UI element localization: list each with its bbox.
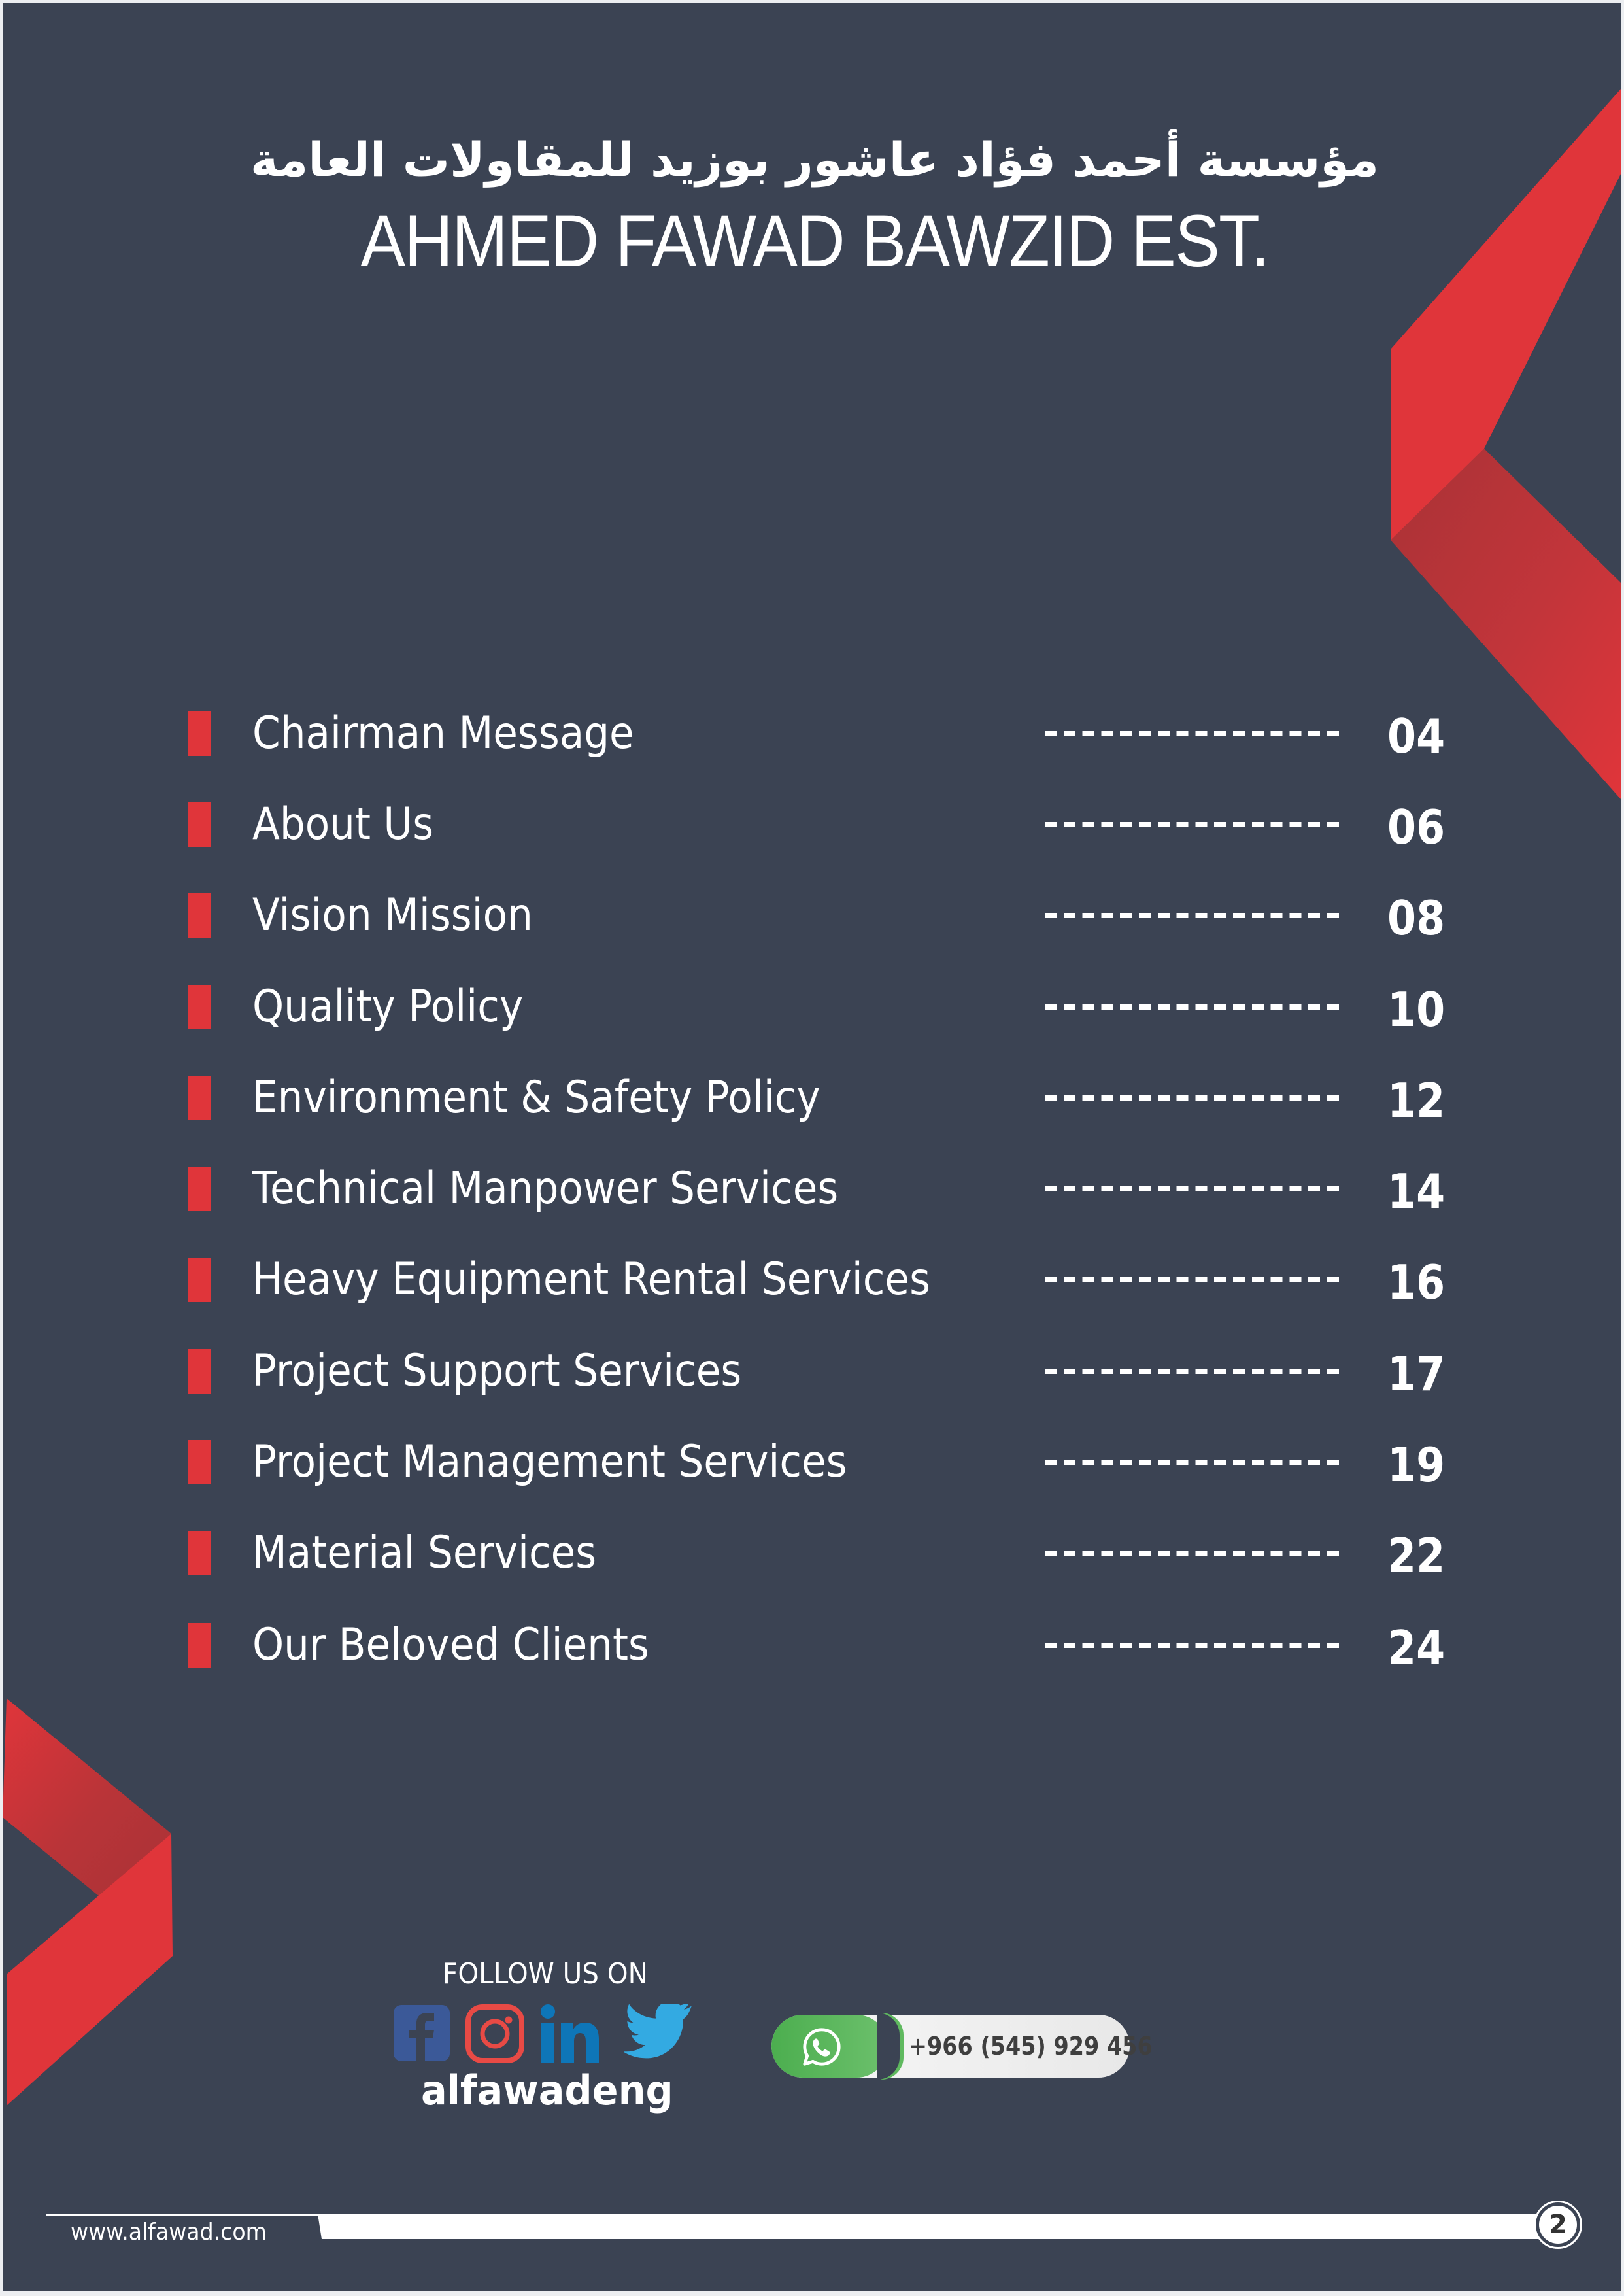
- bullet-bar: [188, 711, 211, 756]
- toc-item-label: Project Support Services: [252, 1345, 742, 1397]
- bullet-bar: [188, 893, 211, 938]
- bullet-bar: [188, 1349, 211, 1394]
- toc-item-heavy-equipment-rental-services[interactable]: Heavy Equipment Rental Services 16: [3, 1247, 1621, 1312]
- facebook-icon[interactable]: [392, 2004, 451, 2064]
- bullet-bar: [188, 1076, 211, 1120]
- ribbon-decoration-top-right: [1391, 89, 1621, 799]
- toc-item-page-number: 12: [1387, 1073, 1446, 1128]
- dashed-leader: [1045, 1643, 1344, 1648]
- toc-page: مؤسسة أحمد فؤاد عاشور بوزيد للمقاولات ال…: [3, 3, 1621, 2291]
- toc-item-page-number: 22: [1387, 1528, 1446, 1583]
- toc-item-label: Project Management Services: [252, 1436, 847, 1488]
- toc-item-chairman-message[interactable]: Chairman Message 04: [3, 701, 1621, 766]
- toc-item-label: Technical Manpower Services: [252, 1163, 839, 1214]
- company-name-english: AHMED FAWAD BAWZID EST.: [360, 200, 1270, 282]
- pill-separator: [877, 2013, 900, 2080]
- toc-item-about-us[interactable]: About Us 06: [3, 792, 1621, 857]
- toc-item-label: Quality Policy: [252, 981, 524, 1033]
- toc-item-material-services[interactable]: Material Services 22: [3, 1520, 1621, 1586]
- twitter-icon[interactable]: [624, 2004, 692, 2064]
- toc-item-project-support-services[interactable]: Project Support Services 17: [3, 1339, 1621, 1404]
- dashed-leader: [1045, 1369, 1344, 1374]
- toc-item-page-number: 08: [1387, 891, 1446, 946]
- toc-item-our-beloved-clients[interactable]: Our Beloved Clients 24: [3, 1613, 1621, 1678]
- toc-item-page-number: 10: [1387, 982, 1446, 1037]
- toc-item-label: Environment & Safety Policy: [252, 1072, 820, 1123]
- dashed-leader: [1045, 1277, 1344, 1282]
- website-link[interactable]: www.alfawad.com: [71, 2219, 267, 2246]
- dashed-leader: [1045, 1551, 1344, 1556]
- toc-item-page-number: 14: [1387, 1164, 1446, 1219]
- toc-item-label: Material Services: [252, 1527, 597, 1579]
- footer-bar: [318, 2214, 1560, 2239]
- bullet-bar: [188, 1531, 211, 1575]
- toc-item-project-management-services[interactable]: Project Management Services 19: [3, 1430, 1621, 1495]
- toc-item-page-number: 24: [1387, 1620, 1446, 1675]
- bullet-bar: [188, 1167, 211, 1211]
- toc-item-quality-policy[interactable]: Quality Policy 10: [3, 974, 1621, 1040]
- dashed-leader: [1045, 1460, 1344, 1465]
- instagram-icon[interactable]: [465, 2004, 525, 2064]
- social-handle[interactable]: alfawadeng: [421, 2066, 673, 2114]
- linkedin-icon[interactable]: [540, 2004, 600, 2064]
- toc-item-page-number: 06: [1387, 800, 1446, 855]
- dashed-leader: [1045, 1186, 1344, 1191]
- bullet-bar: [188, 985, 211, 1029]
- toc-item-page-number: 16: [1387, 1255, 1446, 1310]
- toc-item-label: Chairman Message: [252, 708, 634, 759]
- toc-item-technical-manpower-services[interactable]: Technical Manpower Services 14: [3, 1156, 1621, 1222]
- dashed-leader: [1045, 731, 1344, 736]
- phone-number[interactable]: +966 (545) 929 456: [909, 2032, 1153, 2061]
- toc-item-label: Vision Mission: [252, 889, 533, 941]
- whatsapp-icon: [803, 2028, 841, 2066]
- page-number: 2: [1539, 2206, 1577, 2244]
- toc-item-label: Our Beloved Clients: [252, 1619, 649, 1671]
- bullet-bar: [188, 1623, 211, 1668]
- company-name-arabic: مؤسسة أحمد فؤاد عاشور بوزيد للمقاولات ال…: [250, 132, 1379, 187]
- bullet-bar: [188, 1258, 211, 1302]
- bullet-bar: [188, 802, 211, 847]
- toc-item-vision-mission[interactable]: Vision Mission 08: [3, 883, 1621, 948]
- toc-item-label: About Us: [252, 798, 434, 850]
- whatsapp-badge: [771, 2015, 888, 2078]
- follow-us-label: FOLLOW US ON: [443, 1957, 648, 1991]
- toc-item-page-number: 17: [1387, 1346, 1446, 1401]
- dashed-leader: [1045, 913, 1344, 918]
- dashed-leader: [1045, 822, 1344, 827]
- toc-item-environment-safety-policy[interactable]: Environment & Safety Policy 12: [3, 1065, 1621, 1131]
- toc-item-label: Heavy Equipment Rental Services: [252, 1254, 930, 1305]
- bullet-bar: [188, 1440, 211, 1484]
- dashed-leader: [1045, 1095, 1344, 1101]
- dashed-leader: [1045, 1004, 1344, 1010]
- toc-item-page-number: 19: [1387, 1437, 1446, 1492]
- toc-item-page-number: 04: [1387, 709, 1446, 764]
- ribbon-decoration-bottom-left: [3, 1698, 173, 2106]
- footer-divider: [46, 2214, 320, 2216]
- whatsapp-contact[interactable]: +966 (545) 929 456: [771, 2013, 1153, 2080]
